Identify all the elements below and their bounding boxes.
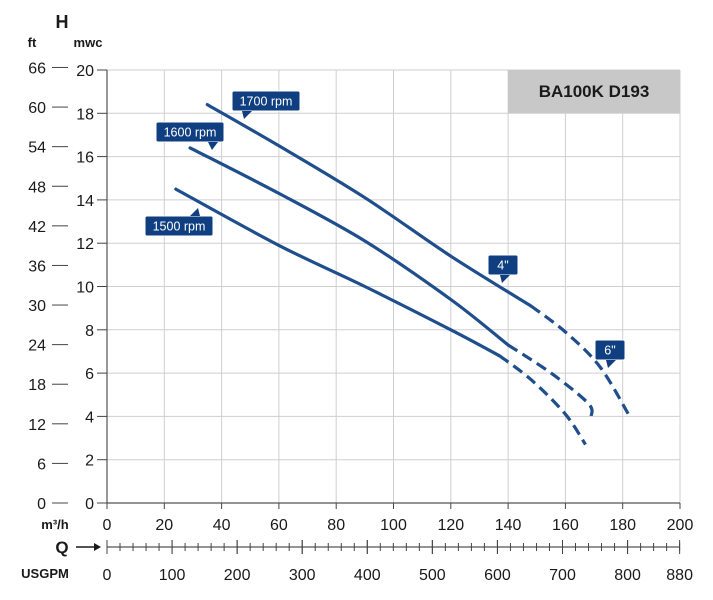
curve-labels: 1700 rpm 1600 rpm 1500 rpm 4" 6" bbox=[144, 90, 626, 368]
pipe-size-label: 6" bbox=[594, 339, 626, 368]
x-m3h-tick-label: 80 bbox=[327, 517, 345, 534]
curve-1700-rpm-dashed bbox=[530, 304, 630, 416]
curves bbox=[174, 103, 630, 446]
x-usgpm-tick-label: 800 bbox=[614, 567, 641, 584]
curve-1600-rpm-dashed bbox=[507, 343, 594, 417]
x-usgpm-tick-label: 400 bbox=[354, 567, 381, 584]
y-ft-tick-label: 30 bbox=[28, 298, 46, 315]
y-ft-tick-label: 54 bbox=[28, 140, 46, 157]
y-mwc-tick-label: 8 bbox=[85, 323, 94, 340]
x-unit-m3h: m³/h bbox=[41, 517, 69, 532]
x-m3h-tick-label: 120 bbox=[437, 517, 464, 534]
y-mwc-axis: 0 2 4 6 8 10 12 14 16 18 20 bbox=[76, 63, 107, 513]
label-box bbox=[155, 121, 225, 143]
label-box bbox=[144, 215, 214, 237]
x-usgpm-tick-label: 100 bbox=[159, 567, 186, 584]
x-usgpm-tick-label: 200 bbox=[224, 567, 251, 584]
y-ft-axis: 0 6 12 18 24 30 36 42 48 54 60 66 bbox=[28, 60, 68, 513]
title-box bbox=[508, 70, 680, 113]
y-mwc-tick-label: 2 bbox=[85, 453, 94, 470]
y-ft-tick-label: 18 bbox=[28, 377, 46, 394]
x-m3h-tick-label: 60 bbox=[270, 517, 288, 534]
y-mwc-tick-label: 20 bbox=[76, 63, 94, 80]
curve-1500-rpm-dashed bbox=[498, 354, 587, 446]
label-text: 4" bbox=[497, 259, 508, 273]
x-usgpm-tick-label: 600 bbox=[484, 567, 511, 584]
label-text: 1700 rpm bbox=[240, 95, 293, 109]
x-m3h-tick-label: 140 bbox=[495, 517, 522, 534]
y-mwc-tick-label: 0 bbox=[85, 496, 94, 513]
x-m3h-tick-label: 180 bbox=[609, 517, 636, 534]
curve-1700-rpm-solid bbox=[205, 103, 533, 308]
y-ft-tick-label: 66 bbox=[28, 60, 46, 77]
y-mwc-tick-label: 10 bbox=[76, 280, 94, 297]
y-mwc-tick-label: 4 bbox=[85, 409, 94, 426]
label-pointer bbox=[208, 142, 218, 150]
pipe-size-label: 4" bbox=[487, 254, 519, 283]
label-text: 6" bbox=[604, 344, 615, 358]
x-unit-usgpm: USGPM bbox=[21, 566, 69, 581]
y-ft-tick-label: 42 bbox=[28, 219, 46, 236]
x-usgpm-axis: 0 100 200 300 400 500 600 700 800 880 bbox=[103, 540, 693, 584]
y-mwc-tick-label: 16 bbox=[76, 150, 94, 167]
y-ft-tick-label: 0 bbox=[37, 496, 46, 513]
x-m3h-axis: 0 20 40 60 80 100 120 140 160 180 200 bbox=[103, 503, 694, 534]
x-axis-symbol: Q bbox=[55, 538, 68, 557]
label-pointer bbox=[190, 208, 200, 216]
y-axis-symbol: H bbox=[56, 12, 69, 32]
x-m3h-tick-label: 200 bbox=[667, 517, 694, 534]
y-mwc-tick-label: 18 bbox=[76, 106, 94, 123]
y-ft-tick-label: 48 bbox=[28, 179, 46, 196]
label-pointer bbox=[606, 360, 616, 368]
y-ft-tick-label: 6 bbox=[37, 456, 46, 473]
x-usgpm-tick-label: 880 bbox=[666, 567, 693, 584]
curve-1600-rpm-solid bbox=[188, 146, 510, 347]
y-ft-tick-label: 36 bbox=[28, 258, 46, 275]
chart-title: BA100K D193 bbox=[539, 82, 650, 101]
x-m3h-tick-label: 20 bbox=[155, 517, 173, 534]
rpm-label: 1500 rpm bbox=[144, 208, 214, 237]
x-m3h-tick-label: 100 bbox=[380, 517, 407, 534]
label-text: 1600 rpm bbox=[164, 126, 217, 140]
x-m3h-tick-label: 160 bbox=[552, 517, 579, 534]
label-text: 1500 rpm bbox=[153, 220, 206, 234]
x-m3h-tick-label: 0 bbox=[103, 517, 112, 534]
label-pointer bbox=[242, 111, 252, 119]
x-m3h-tick-label: 40 bbox=[213, 517, 231, 534]
y-mwc-tick-label: 14 bbox=[76, 193, 94, 210]
y-mwc-tick-label: 12 bbox=[76, 236, 94, 253]
label-box bbox=[231, 90, 301, 112]
label-pointer bbox=[500, 275, 510, 283]
x-usgpm-tick-label: 0 bbox=[103, 567, 112, 584]
rpm-label: 1600 rpm bbox=[155, 121, 225, 150]
q-arrow-icon bbox=[76, 543, 101, 551]
y-unit-mwc: mwc bbox=[74, 35, 103, 50]
y-ft-tick-label: 60 bbox=[28, 100, 46, 117]
x-usgpm-tick-label: 700 bbox=[549, 567, 576, 584]
y-ft-tick-label: 24 bbox=[28, 338, 46, 355]
x-usgpm-tick-label: 500 bbox=[419, 567, 446, 584]
y-ft-tick-label: 12 bbox=[28, 417, 46, 434]
y-mwc-tick-label: 6 bbox=[85, 366, 94, 383]
curve-1500-rpm-solid bbox=[174, 187, 502, 358]
x-usgpm-tick-label: 300 bbox=[289, 567, 316, 584]
y-unit-ft: ft bbox=[28, 35, 37, 50]
rpm-label: 1700 rpm bbox=[231, 90, 301, 119]
